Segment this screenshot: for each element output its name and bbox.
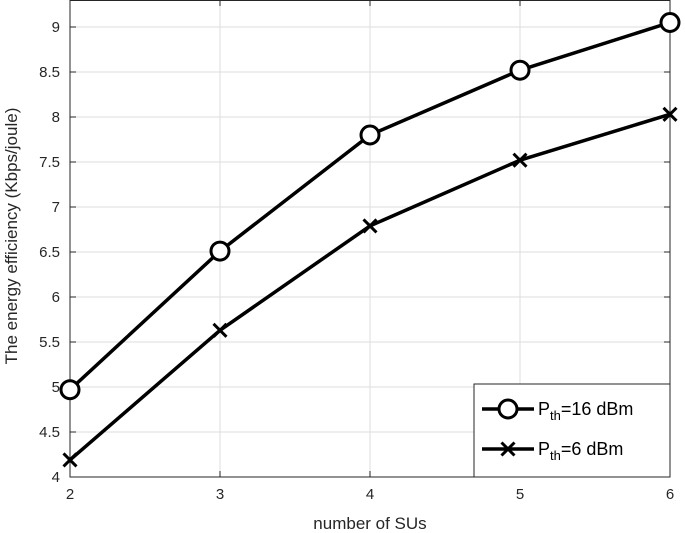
legend-label: Pth=6 dBm bbox=[538, 439, 623, 463]
data-point-circle bbox=[509, 59, 531, 81]
data-point-circle bbox=[59, 379, 81, 401]
y-tick-label: 4 bbox=[52, 469, 60, 486]
series-2 bbox=[62, 106, 678, 468]
legend: Pth=16 dBm Pth=6 dBm bbox=[473, 383, 671, 478]
legend-item-2: Pth=6 dBm bbox=[482, 439, 623, 463]
data-point-circle bbox=[359, 124, 381, 146]
series-group bbox=[59, 12, 681, 468]
x-tick-label: 6 bbox=[666, 486, 674, 503]
y-tick-label: 6.5 bbox=[39, 244, 60, 261]
y-axis-ticks: 4 4.5 5 5.5 6 6.5 7 7.5 8 8.5 9 bbox=[39, 19, 670, 486]
data-point-x bbox=[362, 218, 378, 234]
data-point-x bbox=[62, 452, 78, 468]
y-tick-label: 5 bbox=[52, 379, 60, 396]
data-point-circle bbox=[209, 240, 231, 262]
y-axis-label: The energy efficiency (Kbps/joule) bbox=[2, 108, 21, 365]
data-point-x bbox=[500, 441, 516, 457]
data-point-circle bbox=[497, 398, 519, 420]
legend-box bbox=[473, 383, 671, 478]
y-tick-label: 9 bbox=[52, 19, 60, 36]
series-1 bbox=[59, 12, 681, 401]
data-point-circle bbox=[659, 12, 681, 33]
y-tick-label: 8 bbox=[52, 109, 60, 126]
y-tick-label: 5.5 bbox=[39, 334, 60, 351]
y-tick-label: 7 bbox=[52, 199, 60, 216]
legend-label: Pth=16 dBm bbox=[538, 399, 633, 423]
x-tick-label: 2 bbox=[66, 486, 74, 503]
y-tick-label: 4.5 bbox=[39, 424, 60, 441]
x-tick-label: 5 bbox=[516, 486, 524, 503]
legend-item-1: Pth=16 dBm bbox=[482, 398, 633, 423]
y-tick-label: 6 bbox=[52, 289, 60, 306]
y-tick-label: 7.5 bbox=[39, 154, 60, 171]
y-tick-label: 8.5 bbox=[39, 64, 60, 81]
data-point-x bbox=[662, 106, 678, 122]
x-tick-label: 4 bbox=[366, 486, 374, 503]
data-point-x bbox=[212, 322, 228, 338]
data-point-x bbox=[512, 152, 528, 168]
x-tick-label: 3 bbox=[216, 486, 224, 503]
x-axis-label: number of SUs bbox=[313, 514, 426, 533]
